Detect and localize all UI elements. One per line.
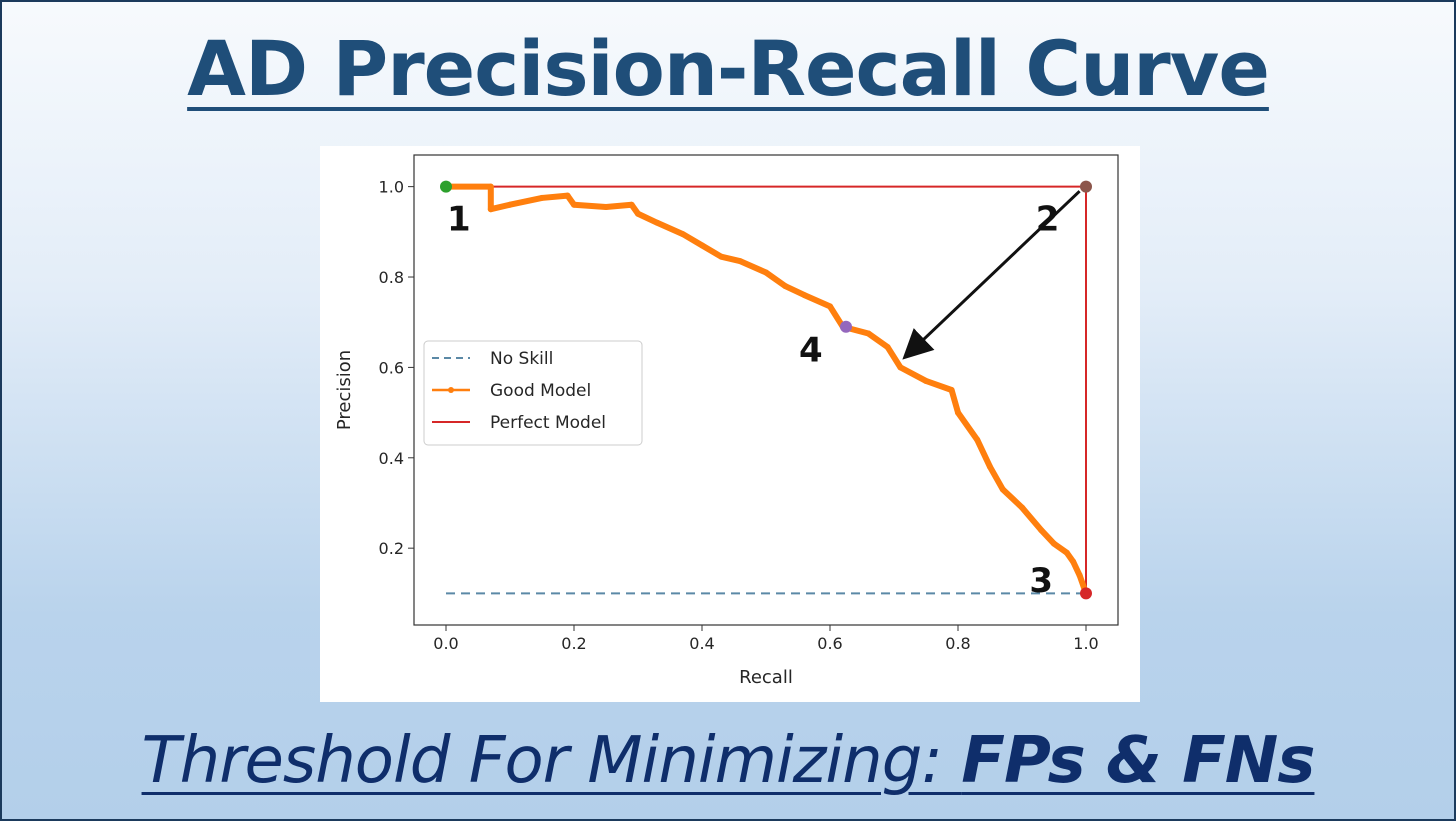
good-model-point xyxy=(654,219,661,226)
y-tick-label: 0.4 xyxy=(379,449,404,468)
good-model-point xyxy=(955,409,961,416)
good-model-point xyxy=(987,463,993,470)
good-model-point xyxy=(897,364,904,371)
good-model-point xyxy=(487,183,494,190)
good-model-point xyxy=(801,292,808,299)
annotation-label-4: 4 xyxy=(799,330,823,370)
y-tick-label: 0.8 xyxy=(379,268,404,287)
good-model-point xyxy=(974,436,981,443)
good-model-point xyxy=(1070,558,1077,565)
good-model-point xyxy=(507,201,513,208)
good-model-point xyxy=(865,330,872,337)
good-model-point xyxy=(571,201,577,208)
x-axis-label: Recall xyxy=(739,667,793,688)
subtitle-bold: FPs & FNs xyxy=(961,724,1315,798)
good-model-point xyxy=(1019,504,1025,511)
good-model-point xyxy=(827,303,833,310)
x-tick-label: 1.0 xyxy=(1073,634,1098,653)
threshold-point-3 xyxy=(1080,587,1092,600)
good-model-point xyxy=(699,242,705,249)
x-tick-label: 0.2 xyxy=(561,634,586,653)
threshold-point-4 xyxy=(840,320,852,333)
x-tick-label: 0.8 xyxy=(945,634,970,653)
slide-title-text: AD Precision-Recall Curve xyxy=(187,24,1270,113)
subtitle: Threshold For Minimizing: FPs & FNs xyxy=(2,724,1454,798)
annotation-label-3: 3 xyxy=(1029,561,1053,601)
annotation-label-1: 1 xyxy=(447,199,471,239)
good-model-point xyxy=(923,377,929,384)
good-model-point xyxy=(948,387,955,393)
good-model-point xyxy=(603,203,609,210)
good-model-point xyxy=(487,206,494,213)
legend-label-no-skill: No Skill xyxy=(490,349,553,369)
x-tick-label: 0.0 xyxy=(433,634,458,653)
legend-box xyxy=(423,340,643,446)
y-tick-label: 0.2 xyxy=(379,539,404,558)
good-model-point xyxy=(628,201,635,208)
good-model-point xyxy=(679,231,686,238)
good-model-point xyxy=(763,269,769,276)
legend-label-good-model: Good Model xyxy=(490,381,591,401)
x-tick-label: 0.4 xyxy=(689,634,714,653)
x-tick-label: 0.6 xyxy=(817,634,842,653)
y-tick-label: 1.0 xyxy=(379,178,404,197)
threshold-point-2 xyxy=(1080,180,1092,193)
good-model-point xyxy=(1051,540,1057,547)
arrow-annotation xyxy=(902,190,1081,360)
slide-title: AD Precision-Recall Curve xyxy=(2,24,1454,113)
good-model-point xyxy=(539,194,545,201)
good-model-point xyxy=(718,253,725,260)
good-model-point xyxy=(737,258,744,265)
y-axis-label: Precision xyxy=(334,350,355,430)
good-model-point xyxy=(999,486,1006,493)
annotation-label-2: 2 xyxy=(1036,199,1060,239)
y-tick-label: 0.6 xyxy=(379,358,404,377)
good-model-point xyxy=(884,344,891,351)
legend-label-perfect-model: Perfect Model xyxy=(490,413,606,433)
legend-marker-good-model xyxy=(448,387,454,393)
good-model-point xyxy=(782,283,789,290)
subtitle-prefix: Threshold For Minimizing: xyxy=(141,724,962,798)
good-model-point xyxy=(635,210,641,217)
pr-curve-chart: 1 2 3 4 0.0 0.2 0.4 0.6 0.8 1.0 0.2 0.4 0.6 0.8 1.0 R… xyxy=(334,154,1119,688)
legend: No Skill Good Model Perfect Model xyxy=(423,340,643,446)
good-model-point xyxy=(1076,572,1083,579)
chart-panel: 1 2 3 4 0.0 0.2 0.4 0.6 0.8 1.0 0.2 0.4 0.6 0.8 1.0 R… xyxy=(320,146,1140,702)
threshold-point-1 xyxy=(440,180,452,193)
subtitle-text: Threshold For Minimizing: FPs & FNs xyxy=(141,724,1316,798)
good-model-point xyxy=(564,192,571,199)
good-model-point xyxy=(1063,549,1070,556)
good-model-point xyxy=(1038,527,1045,534)
